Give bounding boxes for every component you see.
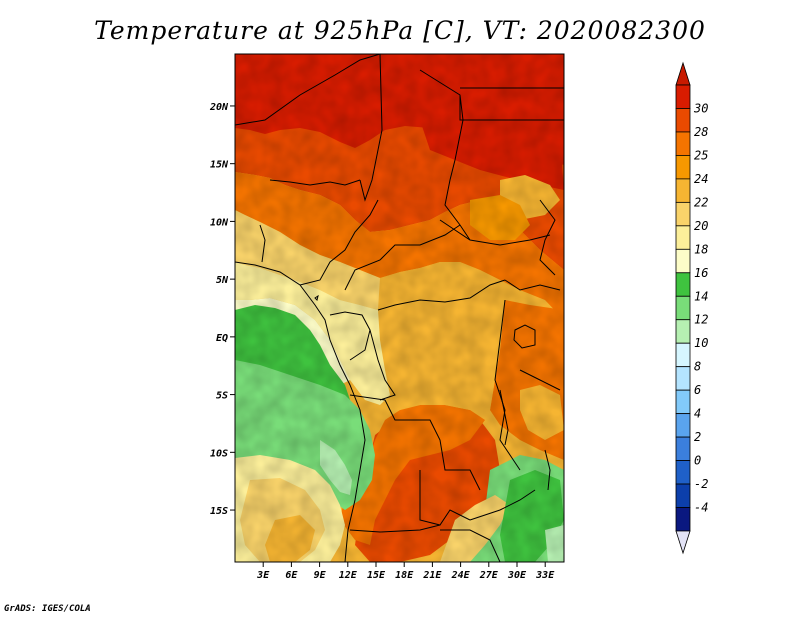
border-angola-namibia <box>349 524 441 533</box>
colorbar-label: 6 <box>694 383 701 397</box>
colorbar-swatch <box>675 155 691 180</box>
colorbar-swatch <box>675 389 691 415</box>
colorbar-swatch <box>675 108 691 133</box>
colorbar-swatch <box>675 366 691 391</box>
colorbar-swatch <box>675 295 691 321</box>
colorbar-swatch <box>675 483 691 508</box>
colorbar-label: 14 <box>694 289 708 303</box>
lat-label: 5N <box>216 275 229 286</box>
border-gulf-of-guinea-islands <box>314 294 319 301</box>
colorbar-label: 28 <box>694 125 708 139</box>
grads-credit: GrADS: IGES/COLA <box>4 604 91 614</box>
colorbar-label: 18 <box>694 242 708 256</box>
colorbar-label: 30 <box>693 101 708 115</box>
border-drc-east <box>494 299 521 471</box>
colorbar-swatch <box>675 413 691 438</box>
border-tanzania <box>519 369 561 391</box>
lon-label: 15E <box>367 570 386 581</box>
border-car-south <box>377 279 506 311</box>
colorbar-swatch <box>675 201 691 227</box>
lat-label: 20N <box>209 102 229 113</box>
colorbar-label: 20 <box>694 219 708 233</box>
colorbar-swatch <box>675 507 691 532</box>
border-gabon <box>329 311 371 361</box>
colorbar-label: 12 <box>694 313 708 327</box>
colorbar-label: 4 <box>694 407 701 421</box>
border-niger-chad <box>235 54 381 126</box>
border-niger-south <box>269 179 361 186</box>
map-frame <box>234 53 565 563</box>
colorbar-bottom-arrow <box>675 530 691 555</box>
lon-label: 18E <box>395 570 414 581</box>
colorbar-swatch <box>675 84 691 109</box>
lon-label: 3E <box>256 570 270 581</box>
country-borders <box>235 54 564 562</box>
chart-title: Temperature at 925hPa [C], VT: 202008230… <box>94 16 706 45</box>
colorbar-swatch <box>675 248 691 274</box>
colorbar-top-arrow <box>675 61 691 86</box>
colorbar-label: 25 <box>694 148 708 162</box>
colorbar-swatch <box>675 460 691 485</box>
longitude-axis: 3E 6E 9E 12E 15E 18E 21E 24E 27E 30E 33E <box>256 562 555 581</box>
colorbar-label: 2 <box>694 430 701 444</box>
border-zambia-zimbabwe <box>469 489 536 521</box>
lat-label: 10N <box>210 217 229 228</box>
border-ethiopia <box>539 199 556 276</box>
border-coast <box>235 261 366 562</box>
border-south-sudan-east <box>504 279 561 291</box>
lon-label: 9E <box>314 570 327 581</box>
lon-label: 21E <box>422 570 442 581</box>
lon-label: 33E <box>535 570 555 581</box>
colorbar-swatch <box>675 178 691 203</box>
lon-label: 6E <box>285 570 298 581</box>
lon-label: 30E <box>507 570 527 581</box>
colorbar-label: 0 <box>694 454 701 468</box>
colorbar-label: -4 <box>694 501 708 515</box>
colorbar-swatch <box>675 342 691 368</box>
border-congo-drc <box>369 329 396 401</box>
colorbar-swatch <box>675 272 691 297</box>
lon-label: 27E <box>479 570 499 581</box>
colorbar-label: -2 <box>694 477 708 491</box>
border-namibia-botswana <box>440 529 501 562</box>
temperature-field <box>235 54 564 562</box>
colorbar-swatch <box>675 131 691 156</box>
border-cameroon-car <box>344 224 461 291</box>
colorbar-swatch <box>675 225 691 250</box>
border-libya-sudan <box>459 95 564 121</box>
field-texture <box>235 54 564 562</box>
border-drc-angola <box>349 394 481 491</box>
lat-label: 15N <box>210 160 229 171</box>
lat-label: EQ <box>216 333 228 344</box>
lon-label: 12E <box>339 570 358 581</box>
colorbar-label: 22 <box>694 195 708 209</box>
border-nigeria-cameroon <box>299 199 379 286</box>
lat-label: 5S <box>216 391 228 402</box>
colorbar-label: 10 <box>694 336 708 350</box>
border-lake-malawi <box>544 449 551 491</box>
latitude-axis: 20N 15N 10N 5N EQ 5S 10S 15S <box>209 102 235 517</box>
border-chad-west <box>359 54 383 202</box>
lat-label: 10S <box>210 448 228 459</box>
lat-label: 15S <box>210 506 228 517</box>
colorbar-label: 16 <box>694 266 708 280</box>
border-lake-victoria <box>513 324 536 349</box>
colorbar-label: 8 <box>694 360 701 374</box>
lon-label: 24E <box>451 570 471 581</box>
colorbar-label: 24 <box>694 172 708 186</box>
border-lake-tanganyika <box>499 389 509 446</box>
colorbar-swatch <box>675 436 691 461</box>
border-sudan-ssudan <box>439 219 551 246</box>
colorbar-swatch <box>675 319 691 344</box>
border-west-lower <box>259 224 266 263</box>
